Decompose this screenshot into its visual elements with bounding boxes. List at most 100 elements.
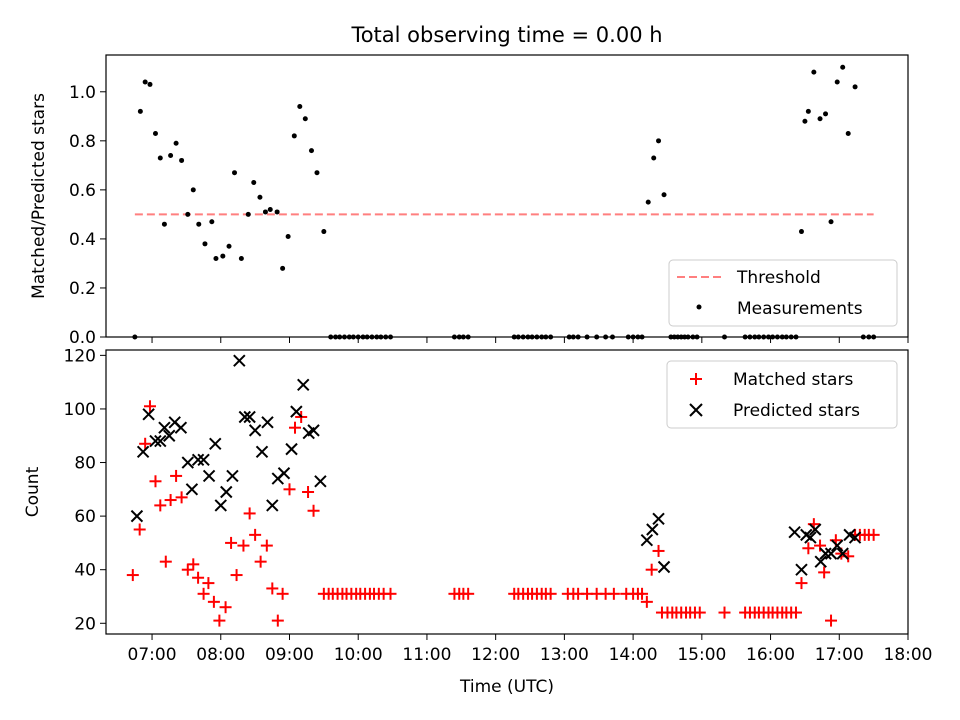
matched-star-point <box>636 587 649 600</box>
legend-box <box>666 360 898 429</box>
predicted-star-point <box>214 499 227 512</box>
measurement-point <box>828 219 834 225</box>
measurement-point <box>262 209 268 215</box>
matched-star-point <box>302 486 315 498</box>
y-axis-ticks-ratio: 0.0 0.2 0.4 0.6 0.8 1.0 <box>69 83 106 348</box>
predicted-star-point <box>136 445 150 459</box>
predicted-star-point <box>238 410 252 424</box>
predicted-star-point <box>657 560 671 574</box>
matched-star-point <box>814 539 827 552</box>
ratio-plot-frame <box>105 54 909 338</box>
matched-star-point <box>652 544 665 557</box>
y-ratio-tick-label: 0.0 <box>69 328 96 348</box>
matched-star-point <box>175 491 188 504</box>
x-axis-label: Time (UTC) <box>459 677 554 697</box>
matched-star-point <box>225 536 238 549</box>
measurement-point <box>845 130 851 136</box>
predicted-star-point <box>804 531 817 544</box>
x-time-tick-label: 12:00 <box>471 645 520 665</box>
predicted-star-point <box>297 378 310 392</box>
matched-star-point <box>276 587 289 600</box>
measurement-point <box>152 130 158 136</box>
predicted-star-point <box>248 424 262 437</box>
matched-star-point <box>243 507 256 520</box>
matched-star-point <box>384 587 397 600</box>
predicted-star-point <box>154 434 167 448</box>
matched-star-point <box>213 614 226 627</box>
measurement-point <box>285 233 291 239</box>
predicted-star-point <box>243 410 256 424</box>
matched-star-point <box>867 528 880 541</box>
x-time-tick-label: 11:00 <box>402 645 451 665</box>
predicted-star-point <box>795 563 808 576</box>
matched-star-point <box>154 499 167 512</box>
measurement-point <box>179 157 185 163</box>
matched-star-point <box>607 587 620 600</box>
y-ratio-tick-label: 0.2 <box>69 279 96 299</box>
predicted-star-point <box>290 405 303 418</box>
predicted-star-point <box>197 453 210 467</box>
predicted-stars-series <box>130 354 862 576</box>
predicted-star-point <box>255 445 269 459</box>
x-axis-ticks-time: 07:00 08:00 09:00 10:00 11:00 12:00 13:00 14:00… <box>128 634 933 665</box>
matched-stars-series <box>126 400 880 627</box>
ratio-panel: Total observing time = 0.00 h Matched/Pr… <box>29 23 909 348</box>
predicted-star-point <box>285 442 298 456</box>
legend-measurements-label: Measurements <box>737 299 863 319</box>
matched-star-point <box>307 504 320 517</box>
matched-star-point <box>462 587 475 600</box>
predicted-star-point <box>836 547 849 560</box>
x-time-tick-label: 08:00 <box>196 645 245 665</box>
x-time-tick-label: 18:00 <box>884 645 933 665</box>
measurement-point <box>232 170 238 176</box>
matched-star-point <box>795 577 808 590</box>
measurement-point <box>251 180 257 186</box>
measurement-point <box>823 111 829 117</box>
ratio-legend: Threshold Measurements <box>668 259 898 327</box>
measurement-point <box>297 103 303 109</box>
measurement-point <box>209 219 215 225</box>
predicted-star-point <box>202 469 216 483</box>
measurement-point <box>834 79 840 85</box>
y-axis-ticks-count: 20 40 60 80 100 120 <box>64 346 106 634</box>
y-ratio-tick-label: 1.0 <box>69 83 96 103</box>
predicted-star-point <box>261 416 274 429</box>
matched-star-point <box>789 606 802 619</box>
legend-matched-swatch <box>690 373 702 385</box>
x-time-tick-label: 15:00 <box>677 645 726 665</box>
measurement-point <box>137 108 143 114</box>
measurement-point <box>238 256 244 262</box>
matched-star-point <box>645 563 658 576</box>
measurement-point <box>190 187 196 193</box>
predicted-star-point <box>185 483 199 496</box>
matched-star-point <box>202 577 215 590</box>
matched-star-point <box>818 566 831 579</box>
x-time-tick-label: 17:00 <box>815 645 864 665</box>
matched-star-point <box>802 542 815 555</box>
matched-star-point <box>187 558 200 571</box>
measurement-point <box>267 206 273 212</box>
measurement-point <box>321 229 327 235</box>
predicted-star-point <box>788 525 801 539</box>
measurement-point <box>314 170 320 176</box>
measurement-point <box>817 116 823 122</box>
matched-star-point <box>139 437 152 450</box>
y-axis-label-count: Count <box>23 466 43 517</box>
predicted-star-point <box>824 547 838 560</box>
chart-title: Total observing time = 0.00 h <box>350 23 662 47</box>
matched-star-point <box>544 587 557 600</box>
matched-star-point <box>825 614 838 627</box>
x-time-tick-label: 07:00 <box>128 645 177 665</box>
legend-matched-label: Matched stars <box>733 370 853 390</box>
measurement-point <box>645 199 651 205</box>
measurement-point <box>852 84 858 90</box>
matched-star-point <box>126 569 139 582</box>
predicted-star-point <box>640 534 654 547</box>
predicted-star-point <box>130 509 144 523</box>
measurement-point <box>280 265 286 271</box>
x-time-tick-label: 10:00 <box>334 645 383 665</box>
y-count-tick-label: 120 <box>64 346 96 366</box>
predicted-star-point <box>848 531 862 544</box>
y-count-tick-label: 80 <box>74 454 96 474</box>
